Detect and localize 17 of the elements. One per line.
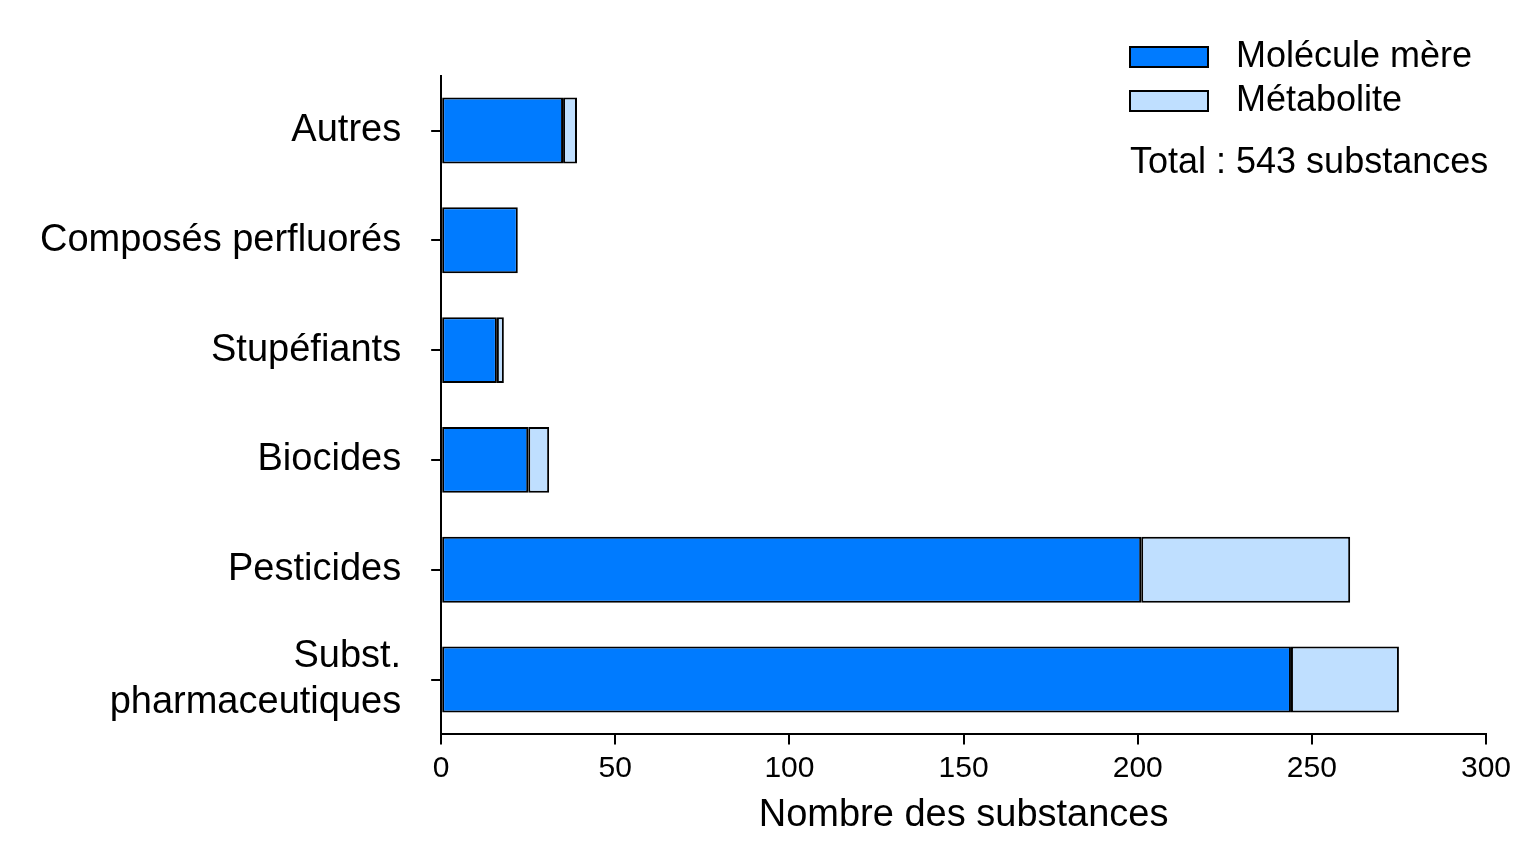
- y-tick-label: Pesticides: [227, 546, 402, 589]
- x-tick-label: 100: [764, 749, 815, 783]
- x-tick-label: 0: [432, 749, 450, 783]
- legend-label: Métabolite: [1236, 77, 1403, 119]
- x-tick-label: 200: [1112, 749, 1163, 783]
- y-tick-label: Subst. pharmaceutiques: [109, 633, 402, 721]
- legend-label: Molécule mère: [1236, 33, 1473, 75]
- x-tick-label: 150: [938, 749, 989, 783]
- y-tick-label: Composés perfluorés: [40, 216, 402, 259]
- x-axis-title: Nombre des substances: [758, 791, 1169, 834]
- x-tick-label: 250: [1286, 749, 1337, 783]
- x-tick-label: 50: [598, 749, 632, 783]
- x-tick-label: 300: [1460, 749, 1512, 783]
- annotation: Total : 543 substances: [1130, 139, 1489, 181]
- y-tick-label: Biocides: [257, 436, 402, 479]
- y-tick-label: Autres: [291, 106, 402, 149]
- y-tick-label: Stupéfiants: [211, 326, 402, 369]
